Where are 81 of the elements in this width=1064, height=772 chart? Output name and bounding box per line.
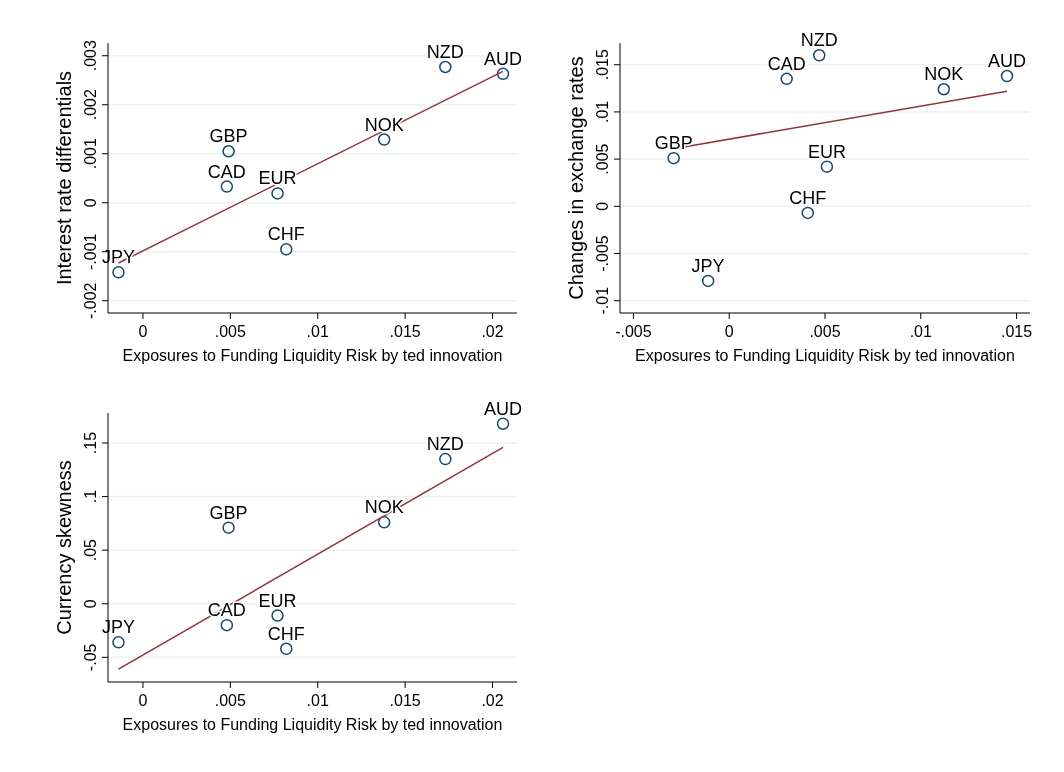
point bbox=[271, 609, 284, 622]
point bbox=[801, 206, 815, 220]
point bbox=[377, 516, 391, 529]
annotation: CHF bbox=[789, 187, 827, 208]
x-axis-title: Exposures to Funding Liquidity Risk by ted innovation bbox=[635, 347, 1015, 364]
annotation: CHF bbox=[267, 623, 305, 644]
y-tick-label: .05 bbox=[82, 538, 99, 562]
y-axis-title: Changes in exchange rates bbox=[565, 56, 587, 300]
annotation: CAD bbox=[767, 53, 806, 74]
x-axis-title: Exposures to Funding Liquidity Risk by ted innovation bbox=[122, 347, 503, 364]
y-tick-label: .015 bbox=[594, 49, 611, 81]
x-tick-label: .015 bbox=[1001, 323, 1033, 340]
annotation: EUR bbox=[258, 590, 297, 611]
point bbox=[280, 243, 293, 256]
y-tick-label: .01 bbox=[594, 100, 611, 124]
point bbox=[496, 67, 510, 81]
x-axis-title: Exposures to Funding Liquidity Risk by ted innovation bbox=[122, 716, 503, 733]
annotation: AUD bbox=[484, 398, 523, 419]
x-tick-label: .02 bbox=[481, 323, 504, 340]
x-tick-label: .01 bbox=[909, 323, 933, 340]
y-tick-label: .15 bbox=[82, 431, 99, 455]
x-tick-label: -.005 bbox=[615, 323, 652, 340]
y-tick-label: .001 bbox=[82, 138, 99, 170]
point bbox=[813, 49, 826, 62]
annotation: GBP bbox=[209, 126, 248, 147]
y-tick-label: .002 bbox=[82, 89, 99, 121]
y-axis-title: Interest rate differentials bbox=[53, 70, 75, 286]
x-tick-label: .01 bbox=[306, 323, 329, 340]
y-tick-label: .1 bbox=[82, 489, 99, 504]
y-tick-label: .003 bbox=[82, 40, 99, 72]
point bbox=[112, 266, 125, 279]
y-tick-label: 0 bbox=[82, 198, 99, 208]
point bbox=[701, 274, 715, 288]
annotation: CHF bbox=[267, 224, 305, 245]
x-tick-label: .015 bbox=[389, 323, 421, 340]
point bbox=[439, 60, 452, 74]
y-tick-label: 0 bbox=[594, 201, 611, 211]
point bbox=[937, 83, 951, 96]
annotation: GBP bbox=[654, 133, 693, 154]
point bbox=[220, 180, 234, 193]
x-tick-label: .015 bbox=[389, 692, 421, 709]
x-tick-label: 0 bbox=[724, 323, 734, 340]
annotation: AUD bbox=[988, 51, 1027, 72]
point bbox=[1000, 69, 1014, 83]
annotation: GBP bbox=[209, 502, 248, 523]
x-tick-label: .005 bbox=[214, 323, 247, 340]
y-tick-label: -.001 bbox=[82, 233, 99, 270]
annotation: NZD bbox=[426, 434, 464, 455]
annotation: EUR bbox=[807, 141, 846, 162]
point bbox=[280, 642, 293, 656]
annotation: JPY bbox=[691, 255, 725, 276]
x-tick-label: .005 bbox=[809, 323, 841, 340]
point bbox=[439, 452, 452, 466]
annotation: JPY bbox=[101, 617, 135, 638]
point bbox=[222, 521, 235, 534]
point bbox=[780, 72, 793, 86]
y-tick-label: -.01 bbox=[594, 286, 611, 315]
point bbox=[112, 636, 125, 649]
y-tick-label: -.005 bbox=[594, 235, 611, 272]
y-tick-label: 0 bbox=[82, 599, 99, 609]
y-tick-label: -.05 bbox=[82, 643, 99, 672]
annotation: NZD bbox=[800, 30, 838, 51]
point bbox=[220, 618, 234, 632]
x-tick-label: 0 bbox=[138, 692, 148, 709]
point bbox=[820, 160, 834, 173]
point bbox=[496, 417, 510, 430]
y-tick-label: .005 bbox=[594, 143, 611, 175]
x-tick-label: .01 bbox=[306, 692, 329, 709]
point bbox=[377, 133, 391, 146]
y-axis-title: Currency skewness bbox=[53, 460, 75, 635]
annotation: CAD bbox=[207, 161, 246, 182]
y-tick-label: -.002 bbox=[82, 282, 99, 319]
point bbox=[222, 145, 235, 158]
x-tick-label: .005 bbox=[214, 692, 247, 709]
annotation: AUD bbox=[484, 48, 523, 69]
x-tick-label: 0 bbox=[138, 323, 148, 340]
point bbox=[667, 151, 680, 165]
x-tick-label: .02 bbox=[481, 692, 504, 709]
point bbox=[271, 187, 284, 200]
annotation: NZD bbox=[426, 42, 464, 63]
annotation: NOK bbox=[924, 64, 964, 85]
